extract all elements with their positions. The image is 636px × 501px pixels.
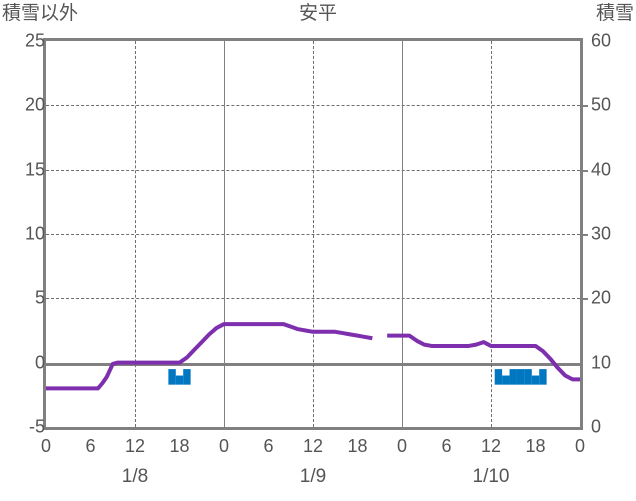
y2-axis-tick-label: 30 bbox=[591, 223, 612, 244]
y-axis-tick-label: 25 bbox=[24, 30, 45, 51]
y2-axis-tick-label: 10 bbox=[591, 352, 612, 373]
y2-axis-tick-label: 50 bbox=[591, 94, 612, 115]
x-axis-tick-label: 12 bbox=[480, 436, 502, 456]
y2-tickmark bbox=[580, 169, 588, 172]
snow-depth-bar bbox=[531, 375, 540, 385]
snow-depth-bar bbox=[509, 369, 517, 385]
plot-area bbox=[43, 38, 588, 430]
x-axis-day-label: 1/8 bbox=[121, 466, 149, 487]
x-axis-tick-label: 12 bbox=[124, 436, 146, 456]
y2-axis-tick-label: 20 bbox=[591, 287, 612, 308]
gridline-vertical-solid bbox=[402, 41, 403, 427]
x-axis-tick-label: 18 bbox=[525, 436, 546, 456]
snow-depth-bar bbox=[516, 369, 525, 385]
x-axis-tick-label: 18 bbox=[347, 436, 368, 456]
y-axis-tick-label: 5 bbox=[34, 287, 45, 308]
y2-axis-tick-label: 40 bbox=[591, 159, 612, 180]
x-axis-tick-label: 0 bbox=[218, 436, 230, 456]
x-axis-tick-label: 6 bbox=[441, 436, 452, 456]
temperature-line bbox=[46, 322, 373, 391]
y2-tickmark bbox=[580, 234, 588, 236]
snow-depth-bar bbox=[168, 369, 176, 385]
x-axis-day-label: 1/9 bbox=[299, 466, 327, 487]
y2-tickmark bbox=[580, 105, 588, 108]
y-axis-tick-label: -5 bbox=[28, 416, 45, 437]
x-axis-tick-label: 12 bbox=[302, 436, 324, 456]
gridline-vertical-solid bbox=[224, 41, 225, 427]
gridline-vertical-dashed bbox=[135, 41, 136, 427]
y-axis-tick-label: 15 bbox=[24, 159, 45, 180]
y-axis-tick-label: 0 bbox=[34, 352, 45, 373]
snow-depth-bar bbox=[524, 369, 532, 385]
x-axis-day-label: 1/10 bbox=[472, 466, 510, 487]
y-axis-tick-label: 20 bbox=[24, 94, 45, 115]
temperature-line bbox=[387, 333, 580, 382]
x-axis-tick-label: 0 bbox=[574, 436, 586, 456]
snow-depth-bar bbox=[175, 375, 184, 385]
x-axis-tick-label: 6 bbox=[263, 436, 274, 456]
y2-tickmark bbox=[580, 298, 588, 301]
chart-canvas bbox=[46, 322, 580, 391]
plot-inner bbox=[46, 41, 588, 427]
right-axis-title: 積雪 bbox=[595, 3, 634, 24]
x-axis-tick-label: 6 bbox=[85, 436, 96, 456]
x-axis-tick-label: 18 bbox=[169, 436, 190, 456]
snow-depth-bar bbox=[539, 369, 547, 385]
chart-title: 安平 bbox=[298, 3, 337, 24]
snow-depth-bar bbox=[183, 369, 191, 385]
left-axis-title: 積雪以外 bbox=[2, 3, 79, 24]
x-axis-tick-label: 0 bbox=[40, 436, 52, 456]
snow-depth-bar bbox=[502, 375, 510, 385]
snow-depth-bar bbox=[494, 369, 503, 385]
y2-axis-tick-label: 0 bbox=[591, 416, 602, 437]
y-axis-tick-label: 10 bbox=[24, 223, 45, 244]
gridline-vertical-dashed bbox=[491, 41, 492, 427]
x-axis-tick-label: 0 bbox=[396, 436, 408, 456]
gridline-vertical-dashed bbox=[313, 41, 314, 427]
y2-axis-tick-label: 60 bbox=[591, 30, 612, 51]
